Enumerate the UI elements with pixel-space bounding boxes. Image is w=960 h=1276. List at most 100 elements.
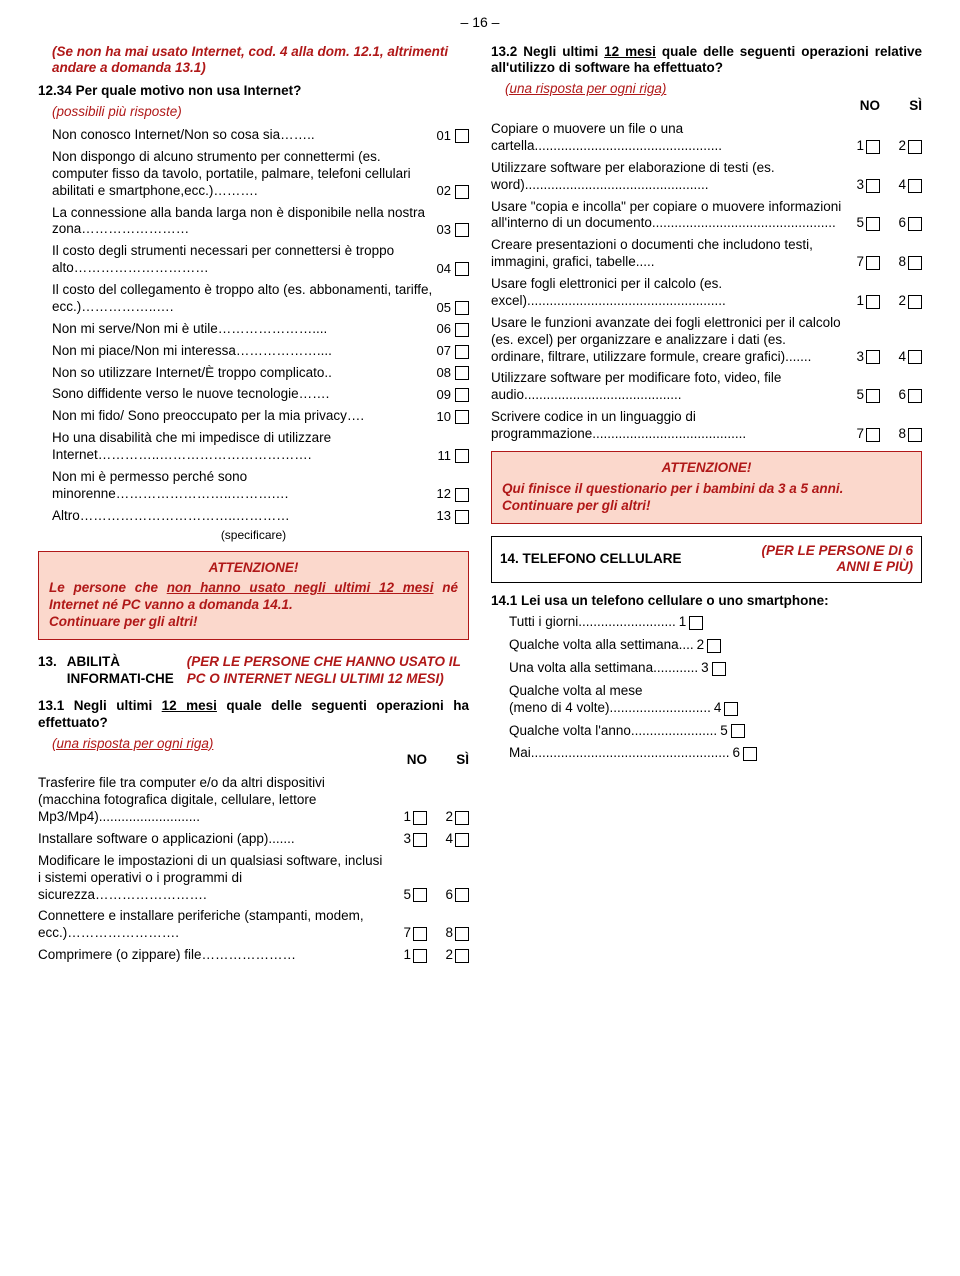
checkbox[interactable] [455,366,469,380]
nosi-cell-no: 7 [848,254,880,271]
checkbox[interactable] [455,223,469,237]
checkbox[interactable] [731,724,745,738]
checkbox[interactable] [743,747,757,761]
checkbox[interactable] [866,256,880,270]
nosi-text: Utilizzare software per modificare foto,… [491,370,848,404]
checkbox[interactable] [866,295,880,309]
checkbox[interactable] [455,388,469,402]
checkbox[interactable] [712,662,726,676]
attention-box-left: ATTENZIONE! Le persone che non hanno usa… [38,551,469,641]
list-item: La connessione alla banda larga non è di… [52,205,469,239]
nosi-text: Trasferire file tra computer e/o da altr… [38,775,395,826]
checkbox[interactable] [866,217,880,231]
section-14-note: (PER LE PERSONE DI 6 ANNI E PIÙ) [753,543,913,577]
q14-1-items: Tutti i giorni..........................… [491,614,922,762]
nosi-pair: 12 [395,947,469,964]
checkbox[interactable] [866,179,880,193]
item-code: 01 [437,128,469,144]
checkbox[interactable] [413,833,427,847]
nosi-cell-no: 5 [395,887,427,904]
si-label-r: SÌ [890,98,922,115]
checkbox[interactable] [413,811,427,825]
checkbox[interactable] [707,639,721,653]
attention-line1b: non hanno usato negli ultimi 12 mesi [167,580,434,595]
checkbox[interactable] [455,129,469,143]
item-code: 02 [437,183,469,199]
q13-2-num: 13.2 [491,44,517,59]
checkbox[interactable] [908,179,922,193]
checkbox[interactable] [455,811,469,825]
section-13-num: 13. [38,654,57,671]
checkbox[interactable] [866,389,880,403]
checkbox[interactable] [689,616,703,630]
checkbox[interactable] [455,449,469,463]
checkbox[interactable] [455,262,469,276]
code-number: 1 [403,809,411,826]
code-number: 4 [898,177,906,194]
item-text: Non mi è permesso perché sono minorenne…… [52,469,437,503]
q13-1-text-u: 12 mesi [162,698,217,713]
checkbox[interactable] [455,833,469,847]
item-text: Non mi fido/ Sono preoccupato per la mia… [52,408,437,425]
item-text: Non so utilizzare Internet/È troppo comp… [52,365,437,382]
option-code: 4 [714,700,739,717]
code-number: 10 [437,409,451,425]
option-row: Mai.....................................… [509,745,922,762]
code-number: 6 [733,745,741,762]
checkbox[interactable] [455,510,469,524]
checkbox[interactable] [724,702,738,716]
section-13-note: (PER LE PERSONE CHE HANNO USATO IL PC O … [187,654,469,688]
checkbox[interactable] [908,217,922,231]
checkbox[interactable] [455,185,469,199]
q14-1-text: Lei usa un telefono cellulare o uno smar… [521,593,829,608]
checkbox[interactable] [455,949,469,963]
checkbox[interactable] [455,323,469,337]
checkbox[interactable] [908,295,922,309]
checkbox[interactable] [455,888,469,902]
nosi-cell-no: 3 [848,177,880,194]
checkbox[interactable] [908,389,922,403]
checkbox[interactable] [866,350,880,364]
code-number: 04 [437,261,451,277]
checkbox[interactable] [908,140,922,154]
checkbox[interactable] [908,428,922,442]
nosi-cell-no: 1 [848,138,880,155]
checkbox[interactable] [413,949,427,963]
nosi-row: Utilizzare software per modificare foto,… [491,370,922,404]
checkbox[interactable] [413,927,427,941]
code-number: 3 [856,349,864,366]
checkbox[interactable] [455,927,469,941]
checkbox[interactable] [908,350,922,364]
checkbox[interactable] [908,256,922,270]
code-number: 6 [445,887,453,904]
checkbox[interactable] [413,888,427,902]
checkbox[interactable] [866,428,880,442]
q13-2-text-a: Negli ultimi [523,44,604,59]
nosi-text: Comprimere (o zippare) file………………… [38,947,395,964]
code-number: 1 [856,293,864,310]
attention-line1: Le persone che non hanno usato negli ult… [49,580,458,614]
code-number: 08 [437,365,451,381]
checkbox[interactable] [455,488,469,502]
list-item: Non so utilizzare Internet/È troppo comp… [52,365,469,382]
section-14-title: 14. TELEFONO CELLULARE [500,551,682,568]
checkbox[interactable] [455,345,469,359]
checkbox[interactable] [455,301,469,315]
checkbox[interactable] [866,140,880,154]
nosi-cell-si: 2 [890,293,922,310]
item-text: Il costo del collegamento è troppo alto … [52,282,437,316]
code-number: 1 [679,614,687,631]
q14-1-num: 14.1 [491,593,517,608]
nosi-row: Connettere e installare periferiche (sta… [38,908,469,942]
q13-1-text-a: Negli ultimi [74,698,162,713]
list-item: Non mi è permesso perché sono minorenne…… [52,469,469,503]
list-item: Non mi piace/Non mi interessa………………....0… [52,343,469,360]
item-code: 08 [437,365,469,381]
item-code: 09 [437,387,469,403]
nosi-text: Usare fogli elettronici per il calcolo (… [491,276,848,310]
nosi-text: Usare "copia e incolla" per copiare o mu… [491,199,848,233]
item-text: Altro……………………………..………… [52,508,437,525]
no-label-r: NO [848,98,880,115]
code-number: 06 [437,321,451,337]
checkbox[interactable] [455,410,469,424]
